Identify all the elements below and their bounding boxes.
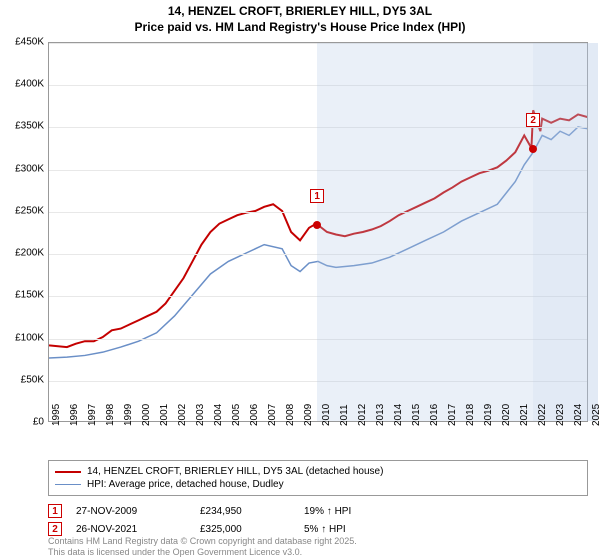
legend-section: 14, HENZEL CROFT, BRIERLEY HILL, DY5 3AL…	[48, 460, 588, 538]
x-tick-label: 1999	[123, 404, 134, 426]
x-tick-label: 2016	[429, 404, 440, 426]
legend-row: 14, HENZEL CROFT, BRIERLEY HILL, DY5 3AL…	[55, 465, 581, 478]
sale-dot	[529, 145, 537, 153]
x-tick-label: 2001	[159, 404, 170, 426]
x-tick-label: 2010	[321, 404, 332, 426]
chart-plot-area: 12	[48, 42, 588, 422]
sale-date: 27-NOV-2009	[76, 506, 186, 517]
sale-date: 26-NOV-2021	[76, 524, 186, 535]
sale-data-row: 2 26-NOV-2021 £325,000 5% ↑ HPI	[48, 520, 588, 538]
x-tick-label: 1996	[69, 404, 80, 426]
footer-line-2: This data is licensed under the Open Gov…	[48, 547, 357, 558]
y-tick-label: £200K	[15, 248, 44, 259]
sale-marker-2: 2	[526, 113, 540, 127]
x-tick-label: 2012	[357, 404, 368, 426]
x-tick-label: 1995	[51, 404, 62, 426]
x-tick-label: 2009	[303, 404, 314, 426]
x-tick-label: 2019	[483, 404, 494, 426]
x-tick-label: 1998	[105, 404, 116, 426]
sale-delta: 5% ↑ HPI	[304, 524, 346, 535]
y-tick-label: £50K	[21, 374, 44, 385]
sale-row-marker: 1	[48, 504, 62, 518]
x-tick-label: 1997	[87, 404, 98, 426]
footer-attribution: Contains HM Land Registry data © Crown c…	[48, 536, 357, 558]
x-tick-label: 2018	[465, 404, 476, 426]
x-tick-label: 2017	[447, 404, 458, 426]
x-axis: 1995199619971998199920002001200220032004…	[48, 422, 588, 462]
sale-marker-1: 1	[310, 189, 324, 203]
y-tick-label: £300K	[15, 163, 44, 174]
y-tick-label: £350K	[15, 121, 44, 132]
y-tick-label: £250K	[15, 205, 44, 216]
x-tick-label: 2002	[177, 404, 188, 426]
x-tick-label: 2015	[411, 404, 422, 426]
legend-label: 14, HENZEL CROFT, BRIERLEY HILL, DY5 3AL…	[87, 466, 383, 477]
x-tick-label: 2022	[537, 404, 548, 426]
sales-data-rows: 1 27-NOV-2009 £234,950 19% ↑ HPI 2 26-NOV-202…	[48, 502, 588, 538]
x-tick-label: 2004	[213, 404, 224, 426]
shade-band	[533, 43, 598, 421]
sale-delta: 19% ↑ HPI	[304, 506, 351, 517]
x-tick-label: 2005	[231, 404, 242, 426]
x-tick-label: 2023	[555, 404, 566, 426]
y-tick-label: £450K	[15, 37, 44, 48]
y-tick-label: £100K	[15, 332, 44, 343]
title-line-1: 14, HENZEL CROFT, BRIERLEY HILL, DY5 3AL	[0, 4, 600, 20]
shade-band	[317, 43, 533, 421]
x-tick-label: 2000	[141, 404, 152, 426]
x-tick-label: 2008	[285, 404, 296, 426]
y-tick-label: £0	[33, 417, 44, 428]
x-tick-label: 2025	[591, 404, 600, 426]
sale-dot	[313, 221, 321, 229]
x-tick-label: 2021	[519, 404, 530, 426]
y-axis: £0£50K£100K£150K£200K£250K£300K£350K£400…	[0, 42, 48, 422]
legend-box: 14, HENZEL CROFT, BRIERLEY HILL, DY5 3AL…	[48, 460, 588, 496]
title-line-2: Price paid vs. HM Land Registry's House …	[0, 20, 600, 36]
sale-price: £325,000	[200, 524, 290, 535]
x-tick-label: 2011	[339, 404, 350, 426]
footer-line-1: Contains HM Land Registry data © Crown c…	[48, 536, 357, 547]
sale-data-row: 1 27-NOV-2009 £234,950 19% ↑ HPI	[48, 502, 588, 520]
x-tick-label: 2024	[573, 404, 584, 426]
x-tick-label: 2014	[393, 404, 404, 426]
x-tick-label: 2007	[267, 404, 278, 426]
legend-swatch	[55, 471, 81, 473]
sale-price: £234,950	[200, 506, 290, 517]
legend-swatch	[55, 484, 81, 485]
legend-label: HPI: Average price, detached house, Dudl…	[87, 479, 284, 490]
x-tick-label: 2006	[249, 404, 260, 426]
y-tick-label: £400K	[15, 79, 44, 90]
chart-title-block: 14, HENZEL CROFT, BRIERLEY HILL, DY5 3AL…	[0, 0, 600, 37]
legend-row: HPI: Average price, detached house, Dudl…	[55, 478, 581, 491]
x-tick-label: 2013	[375, 404, 386, 426]
y-tick-label: £150K	[15, 290, 44, 301]
x-tick-label: 2020	[501, 404, 512, 426]
x-tick-label: 2003	[195, 404, 206, 426]
sale-row-marker: 2	[48, 522, 62, 536]
